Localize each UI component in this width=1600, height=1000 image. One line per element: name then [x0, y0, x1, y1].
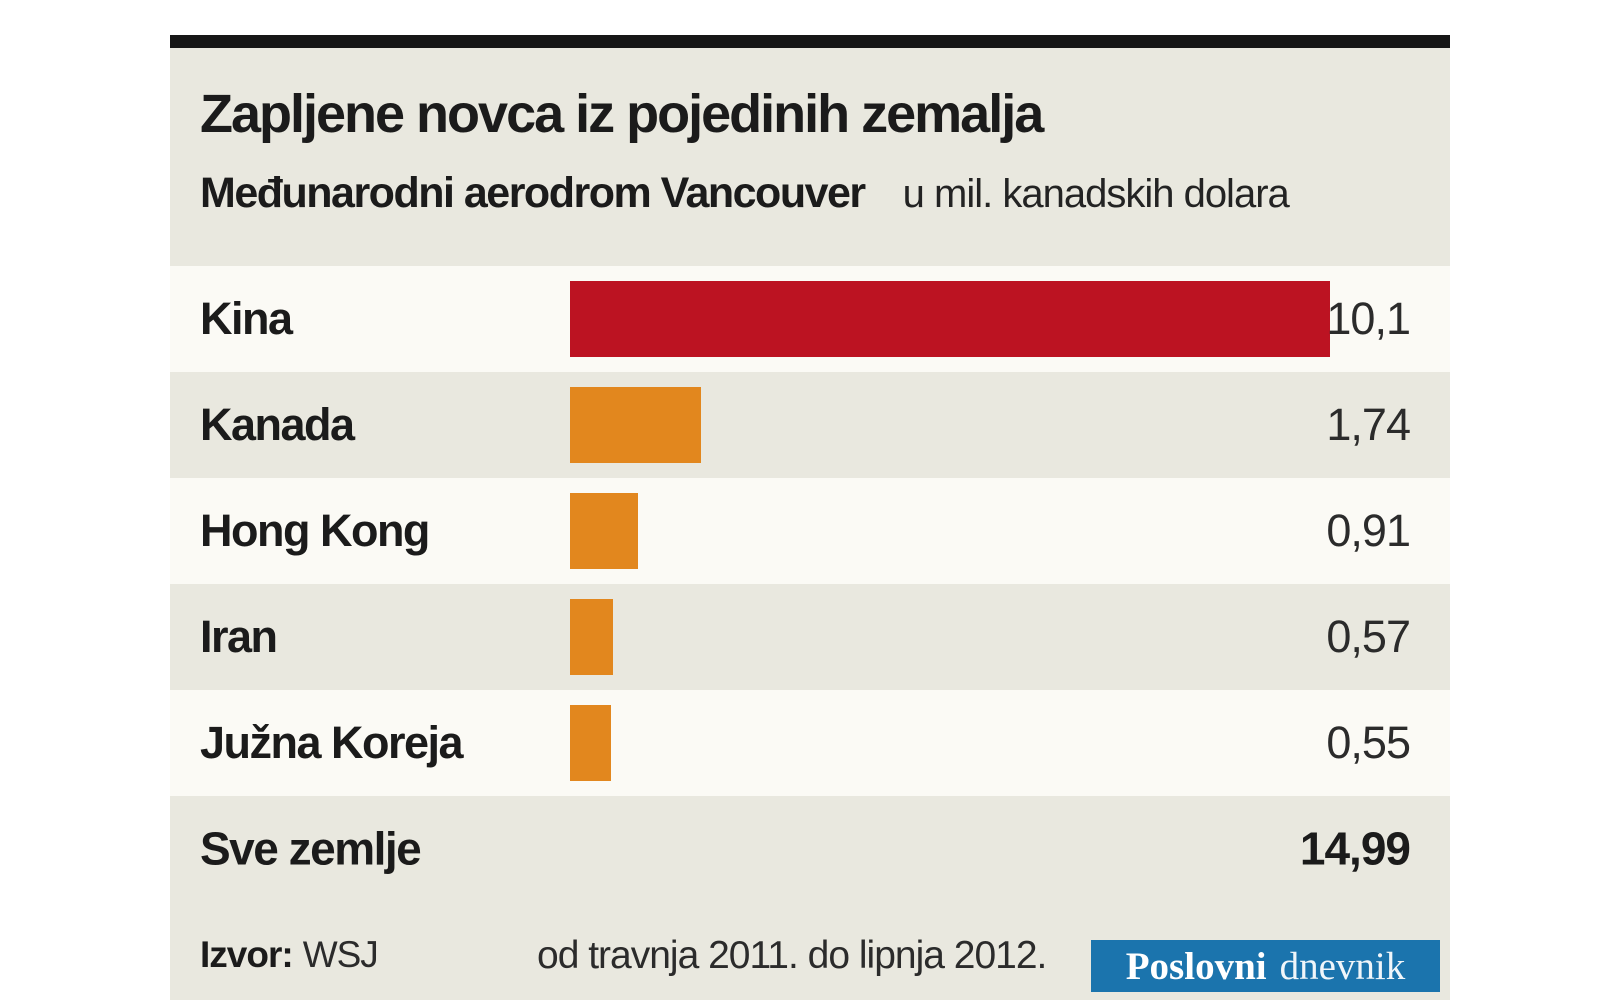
- country-label: Kanada: [200, 399, 355, 450]
- value-label: 10,1: [1326, 293, 1411, 344]
- chart-footer: Izvor: WSJ od travnja 2011. do lipnja 201…: [170, 892, 1450, 1000]
- chart-rows: Kina 10,1 Kanada 1,74 Hong Kong 0,91 Iran 0,57 J…: [170, 266, 1450, 796]
- value-label: 1,74: [1326, 399, 1411, 450]
- value-label: 0,91: [1326, 505, 1411, 556]
- bar: [570, 599, 613, 675]
- country-label: Hong Kong: [200, 505, 430, 556]
- country-label: Iran: [200, 611, 278, 662]
- unit-label: u mil. kanadskih dolara: [902, 171, 1290, 216]
- chart-row: Hong Kong 0,91: [170, 478, 1450, 584]
- period-label: od travnja 2011. do lipnja 2012.: [537, 934, 1047, 977]
- bar: [570, 387, 701, 463]
- brand-word-dnevnik: dnevnik: [1279, 944, 1406, 988]
- source-label: Izvor:: [200, 934, 294, 975]
- brand-logo: Poslovni dnevnik: [1091, 940, 1440, 992]
- chart-row: Kanada 1,74: [170, 372, 1450, 478]
- chart-bottom-section: Sve zemlje 14,99 Izvor: WSJ od travnja 20…: [170, 796, 1450, 1000]
- chart-subtitle: Međunarodni aerodrom Vancouver: [200, 168, 866, 217]
- country-label: Južna Koreja: [200, 717, 464, 768]
- bar: [570, 281, 1330, 357]
- total-row: Sve zemlje 14,99: [170, 796, 1450, 892]
- chart-title: Zapljene novca iz pojedinih zemalja: [200, 84, 1044, 144]
- brand-word-poslovni: Poslovni: [1125, 944, 1267, 988]
- value-label: 0,55: [1326, 717, 1411, 768]
- bar: [570, 493, 638, 569]
- source-text: Izvor: WSJ: [200, 934, 379, 976]
- country-label: Kina: [200, 293, 293, 344]
- chart-panel: Zapljene novca iz pojedinih zemalja Među…: [170, 35, 1450, 1000]
- source-value: WSJ: [302, 934, 379, 975]
- total-label: Sve zemlje: [200, 822, 422, 875]
- chart-row: Kina 10,1: [170, 266, 1450, 372]
- value-label: 0,57: [1326, 611, 1411, 662]
- top-rule: [170, 35, 1450, 48]
- chart-row: Iran 0,57: [170, 584, 1450, 690]
- chart-subline: Međunarodni aerodrom Vancouver u mil. ka…: [200, 169, 1420, 218]
- chart-header: Zapljene novca iz pojedinih zemalja Među…: [170, 48, 1450, 266]
- bar: [570, 705, 611, 781]
- total-value: 14,99: [1299, 822, 1411, 875]
- chart-row: Južna Koreja 0,55: [170, 690, 1450, 796]
